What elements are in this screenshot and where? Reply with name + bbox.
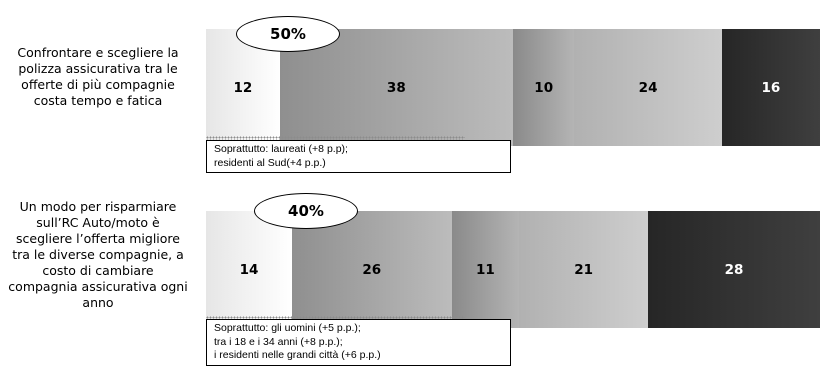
bar-segment: 14 [206,211,292,328]
segment-value-label: 10 [534,79,554,96]
row-label-line: sull’RC Auto/moto è [36,215,160,230]
row-label-line: tra le diverse compagnie, a [12,247,184,262]
callout-oval-1: 50% [236,16,340,52]
segment-value-label: 24 [638,79,658,96]
bar-segment: 26 [291,211,452,328]
row-label-2: Un modo per risparmiare sull’RC Auto/mot… [0,199,196,311]
bar-segment: 21 [519,211,649,328]
segment-value-label: 26 [362,261,382,278]
segment-value-label: 16 [761,79,781,96]
note-line: tra i 18 e i 34 anni (+8 p.p.); [214,335,343,348]
row-label-line: costa tempo e fatica [33,93,163,108]
note-box-2: Soprattutto: gli uomini (+5 p.p.); tra i… [206,319,511,366]
row-label-line: Confrontare e scegliere la [17,45,179,60]
bar-segment: 11 [451,211,520,328]
row-label-line: compagnia assicurativa ogni [8,279,188,294]
row-label-line: polizza assicurativa tra le [18,61,178,76]
bar-segment: 28 [648,211,820,328]
note-line: i residenti nelle grandi città (+6 p.p.) [214,349,381,361]
note-dots-1 [206,136,465,140]
row-label-line: Un modo per risparmiare [19,199,177,214]
segment-value-label: 38 [386,79,406,96]
bar-segment: 16 [721,29,820,146]
row-label-line: costo di cambiare [42,263,154,278]
segment-value-label: 12 [233,79,253,96]
bar-segment: 24 [574,29,722,146]
segment-value-label: 28 [724,261,744,278]
stacked-bar-row-2: 14 26 11 21 28 [206,211,820,328]
callout-oval-2: 40% [254,193,358,229]
bar-segment: 10 [513,29,575,146]
segment-value-label: 21 [574,261,593,278]
stacked-bar-row-1: 12 38 10 24 16 [206,29,820,146]
note-box-1: Soprattutto: laureati (+8 p.p); resident… [206,140,511,173]
row-label-line: scegliere l’offerta migliore [16,231,180,246]
note-dots-2 [206,316,465,320]
row-label-1: Confrontare e scegliere la polizza assic… [0,45,196,109]
row-label-line: offerte di più compagnie [21,77,175,92]
segment-value-label: 14 [239,261,259,278]
note-line: residenti al Sud(+4 p.p.) [214,156,326,169]
row-label-line: anno [82,295,114,310]
note-line: Soprattutto: gli uomini (+5 p.p.); [214,322,361,334]
segment-value-label: 11 [475,261,495,278]
note-line: Soprattutto: laureati (+8 p.p); [214,143,348,155]
